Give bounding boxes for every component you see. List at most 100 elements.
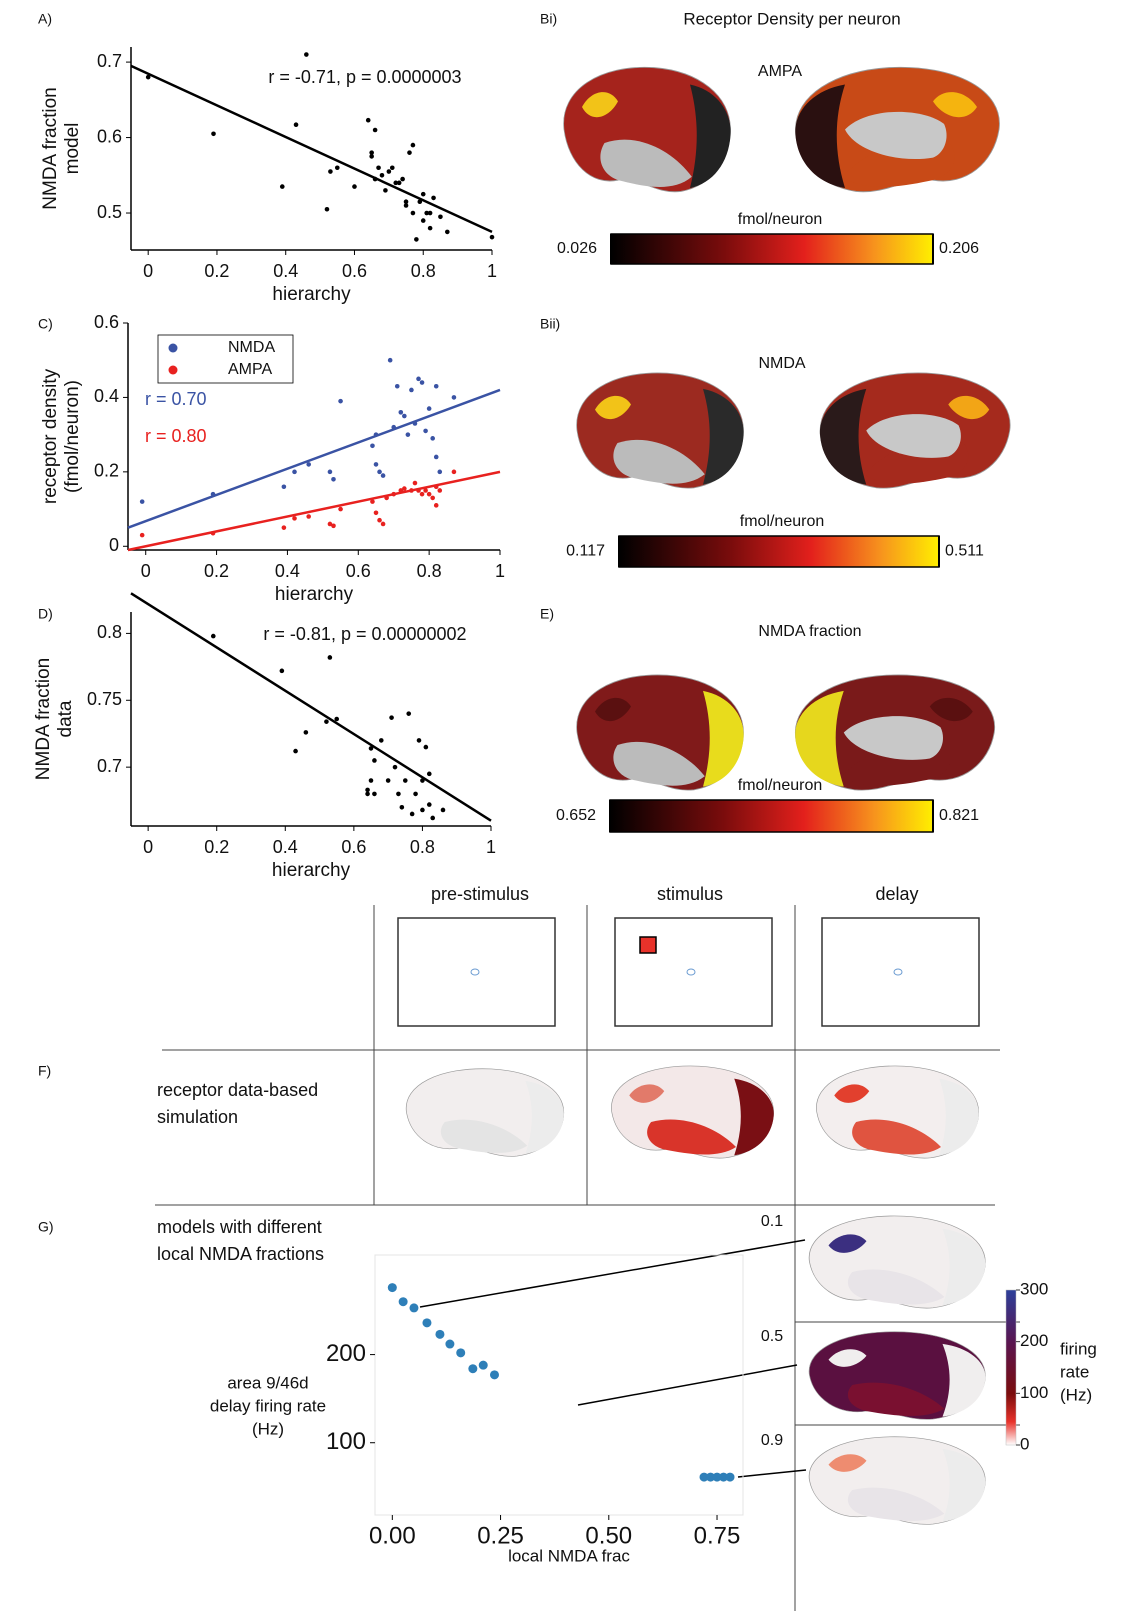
brain-patch [629,1084,665,1103]
data-point [373,510,379,516]
data-point [426,802,432,807]
data-point [433,484,439,490]
brain [816,1065,979,1159]
colorbar-max: 0.821 [939,807,979,824]
brain-occipital [942,1448,986,1522]
x-axis-label: local NMDA frac [508,1546,630,1565]
data-point [416,738,422,743]
data-point [437,469,443,475]
colorbar-label: (Hz) [1060,1385,1092,1404]
panel-label: F) [38,1063,51,1079]
annotation: r = -0.71, p = 0.0000003 [268,67,461,87]
brain-occipital [942,1343,986,1417]
brain-occipital [795,84,845,188]
data-point [416,376,421,382]
data-point [412,421,418,426]
data-point [377,517,382,523]
column-header: delay [875,884,918,904]
data-point [426,771,432,777]
x-tick-label: 0.8 [410,837,435,857]
brain-patch [595,395,631,420]
data-point [379,172,385,178]
brain [406,1068,565,1157]
data-point [420,807,425,813]
data-point [385,778,391,783]
brain-renders [406,66,1011,1525]
panel-label: Bi) [540,11,557,27]
x-tick-label: 0.4 [275,561,300,581]
data-point [384,495,389,501]
data-point [402,413,407,419]
plot-frame [374,1254,744,1516]
data-point [402,486,407,491]
data-point [365,791,370,797]
data-point [331,476,336,482]
data-point [211,131,216,137]
brain-occipital [734,1078,774,1156]
data-point [396,791,401,797]
data-point [392,764,398,770]
panel-label: A) [38,11,52,27]
data-point [393,180,399,186]
fit-line [127,470,501,552]
brain [808,1215,986,1309]
data-point [306,514,311,519]
x-tick-label: 0.00 [369,1522,416,1549]
x-tick-label: 0.6 [341,837,366,857]
data-point [430,815,436,821]
brain-occipital [795,690,844,787]
data-point [409,811,415,817]
data-point [422,1318,432,1328]
data-point [292,469,297,475]
data-point [145,74,151,80]
data-point [279,184,285,189]
legend-label: NMDA [228,339,275,356]
data-point [281,525,287,530]
brain [808,1436,986,1525]
data-point [293,748,298,754]
brain-patch [582,92,618,118]
legend-label: AMPA [228,361,272,378]
data-point [433,454,439,460]
brain-temporal [613,741,705,786]
data-point [403,199,409,205]
x-tick-label: 0 [143,837,153,857]
y-tick-label: 0.7 [97,51,122,71]
brain-occipital [703,388,744,485]
data-point [410,210,416,216]
x-tick-label: 0.2 [204,261,229,281]
x-tick-label: 0.6 [346,561,371,581]
y-tick-label: 0.5 [97,202,122,222]
x-tick-label: 0.8 [411,261,436,281]
colorbar [609,799,934,833]
data-point [370,499,375,504]
data-point [435,1329,445,1339]
y-axis-label: area 9/46d [227,1373,308,1392]
data-point [376,165,381,171]
data-point [352,184,357,189]
data-point [409,387,414,393]
data-point [400,176,405,182]
y-axis-label: NMDA fraction [40,87,61,209]
data-point [430,436,435,441]
y-tick-label: 100 [326,1428,366,1455]
data-point [327,655,333,660]
data-point [402,778,408,783]
data-point [380,521,386,527]
data-point [324,719,329,724]
colorbar [610,233,934,265]
data-point [338,506,343,512]
data-point [431,195,436,201]
brain [795,66,1000,193]
x-tick-label: 0.25 [477,1522,524,1549]
stimulus-screens [397,917,980,1027]
panel-label: C) [38,316,53,332]
y-tick-label: 0.7 [97,756,122,776]
brain [576,372,744,489]
x-tick-label: 1 [495,561,505,581]
data-point [210,530,216,536]
fit-line [130,592,492,822]
x-axis-label: hierarchy [272,284,351,305]
data-point [409,488,414,493]
data-point [445,1339,455,1349]
